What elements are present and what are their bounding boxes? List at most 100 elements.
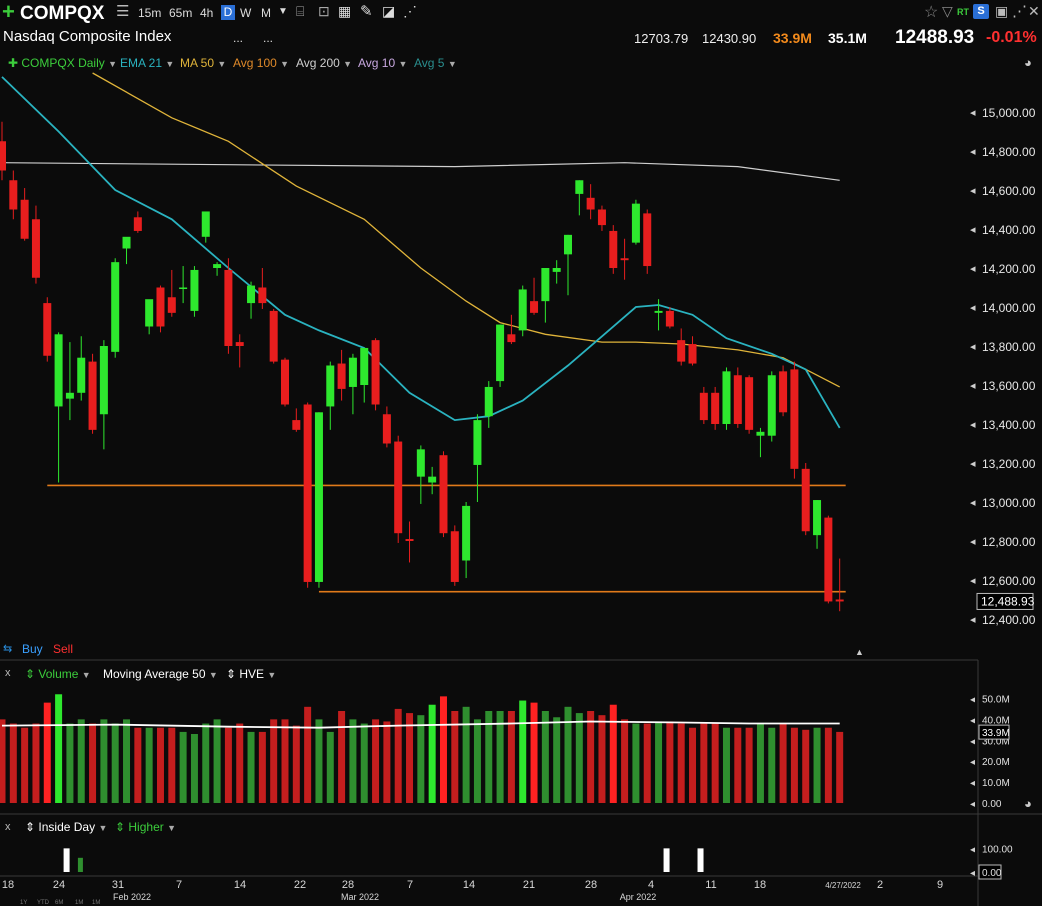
inside-tick-label: 100.00 [982,844,1013,855]
chevron-down-icon[interactable]: ▼ [398,59,408,69]
calendar-icon[interactable]: ▦ [338,3,352,19]
volume-bar [406,713,414,803]
candle-down [530,301,539,313]
candle-up [54,334,63,407]
chart-type-icon[interactable]: ⌸ [296,3,305,19]
interval-15m[interactable]: 15m [138,6,162,20]
chevron-down-icon[interactable]: ▼ [167,823,177,833]
volume-bar [587,711,595,803]
close-volume-icon[interactable]: x [5,667,11,679]
symbol-label[interactable]: COMPQX [20,3,105,24]
interval-w[interactable]: W [240,6,252,20]
volume-bar [745,727,753,803]
interval-4h[interactable]: 4h [200,6,214,20]
close-inside-icon[interactable]: x [5,821,11,833]
candle-down [733,375,742,424]
chevron-down-icon[interactable]: ▼ [81,670,91,680]
candle-down [371,340,380,405]
volume-bar [689,727,697,803]
chevron-down-icon[interactable]: ▼ [280,59,290,69]
candle-up [462,505,471,561]
volume-ma50-line [1,720,840,729]
volume-bar [462,706,470,803]
candle-up [575,180,584,194]
period-label: 1Y [20,900,27,906]
interval-dropdown-icon[interactable]: ▼ [278,6,288,17]
volume-bar [519,700,527,803]
share-link-icon[interactable]: ⋰ [1012,3,1027,20]
legend-ema21[interactable]: EMA 21 ▼ [120,56,174,70]
candle-down [133,217,142,231]
chevron-down-icon[interactable]: ▼ [98,823,108,833]
volume-legend[interactable]: ⇕ Volume ▼ [25,667,91,681]
draw-icon[interactable]: ✎ [360,3,373,20]
collapse-icon[interactable]: ▲ [855,647,864,657]
sell-button[interactable]: Sell [53,642,74,656]
chevron-down-icon[interactable]: ▼ [267,670,277,680]
hve-legend[interactable]: ⇕ HVE ▼ [226,667,277,681]
chevron-down-icon[interactable]: ▼ [217,59,227,69]
chevron-down-icon[interactable]: ▼ [208,670,218,680]
chevron-down-icon[interactable]: ▼ [165,59,175,69]
chevron-down-icon[interactable]: ▼ [343,59,353,69]
volume-settings-icon[interactable]: ◕ [1024,796,1032,811]
volume-bar [270,719,278,803]
legend-avg10[interactable]: Avg 10 ▼ [358,56,407,70]
compare-icon[interactable]: ⊡ [318,3,330,19]
buy-button[interactable]: Buy [22,642,43,656]
candle-down [745,377,754,430]
candle-down [677,340,686,362]
palette-icon[interactable]: ◕ [1024,55,1032,70]
higher-legend[interactable]: ⇕ Higher ▼ [115,820,177,834]
legend-avg100-label: Avg 100 [233,56,277,70]
legend-avg200-label: Avg 200 [296,56,340,70]
price-tick-marker: ◂ [970,185,976,197]
legend-ma50[interactable]: MA 50 ▼ [180,56,226,70]
volume-bar [813,727,821,803]
interval-m[interactable]: M [261,6,271,20]
volume-ma-legend[interactable]: Moving Average 50 ▼ [103,667,218,681]
price-tick-label: 13,400.00 [982,418,1036,432]
chevron-down-icon[interactable]: ▼ [108,59,117,69]
candle-up [145,299,154,327]
annotate-icon[interactable]: ◪ [382,3,396,19]
interval-65m[interactable]: 65m [169,6,193,20]
share-icon[interactable]: ⋰ [403,3,417,19]
close-icon[interactable]: ✕ [1028,3,1040,19]
add-symbol-icon[interactable]: + [2,0,15,24]
more-menu-2[interactable]: ... [263,31,274,45]
candle-up [722,371,731,424]
rt-badge[interactable]: RT [957,7,969,17]
legend-avg5[interactable]: Avg 5 ▼ [414,56,457,70]
price-tick-marker: ◂ [970,497,976,509]
candle-down [258,287,267,304]
legend-avg5-label: Avg 5 [414,56,445,70]
legend-compqx-daily[interactable]: ✚ COMPQX Daily ▼ [8,56,117,70]
price-tick-label: 14,800.00 [982,145,1036,159]
volume-bar [677,723,685,803]
x-tick-label: 7 [176,879,182,891]
interval-d-active[interactable]: D [221,5,235,20]
volume-bar [768,727,776,803]
star-icon[interactable]: ☆ [924,4,939,21]
settings-icon[interactable]: ▣ [995,3,1009,19]
x-tick-label: 2 [877,879,883,891]
legend-avg100[interactable]: Avg 100 ▼ [233,56,289,70]
candle-up [111,262,120,352]
volume-bar [360,723,368,803]
x-tick-label: 9 [937,879,943,891]
alert-icon[interactable]: ▽ [942,3,953,19]
volume-bar [304,706,312,803]
list-icon[interactable]: ☰ [116,3,130,20]
candle-down [620,258,629,261]
more-menu-1[interactable]: ... [233,31,244,45]
legend-avg200[interactable]: Avg 200 ▼ [296,56,352,70]
s-badge[interactable]: S [973,4,989,19]
candle-down [597,209,606,226]
price-tick-marker: ◂ [970,263,976,275]
inside-day-legend[interactable]: ⇕ Inside Day ▼ [25,820,108,834]
trade-icon[interactable]: ⇆ [3,643,13,655]
chevron-down-icon[interactable]: ▼ [447,59,457,69]
candle-up [564,234,572,255]
